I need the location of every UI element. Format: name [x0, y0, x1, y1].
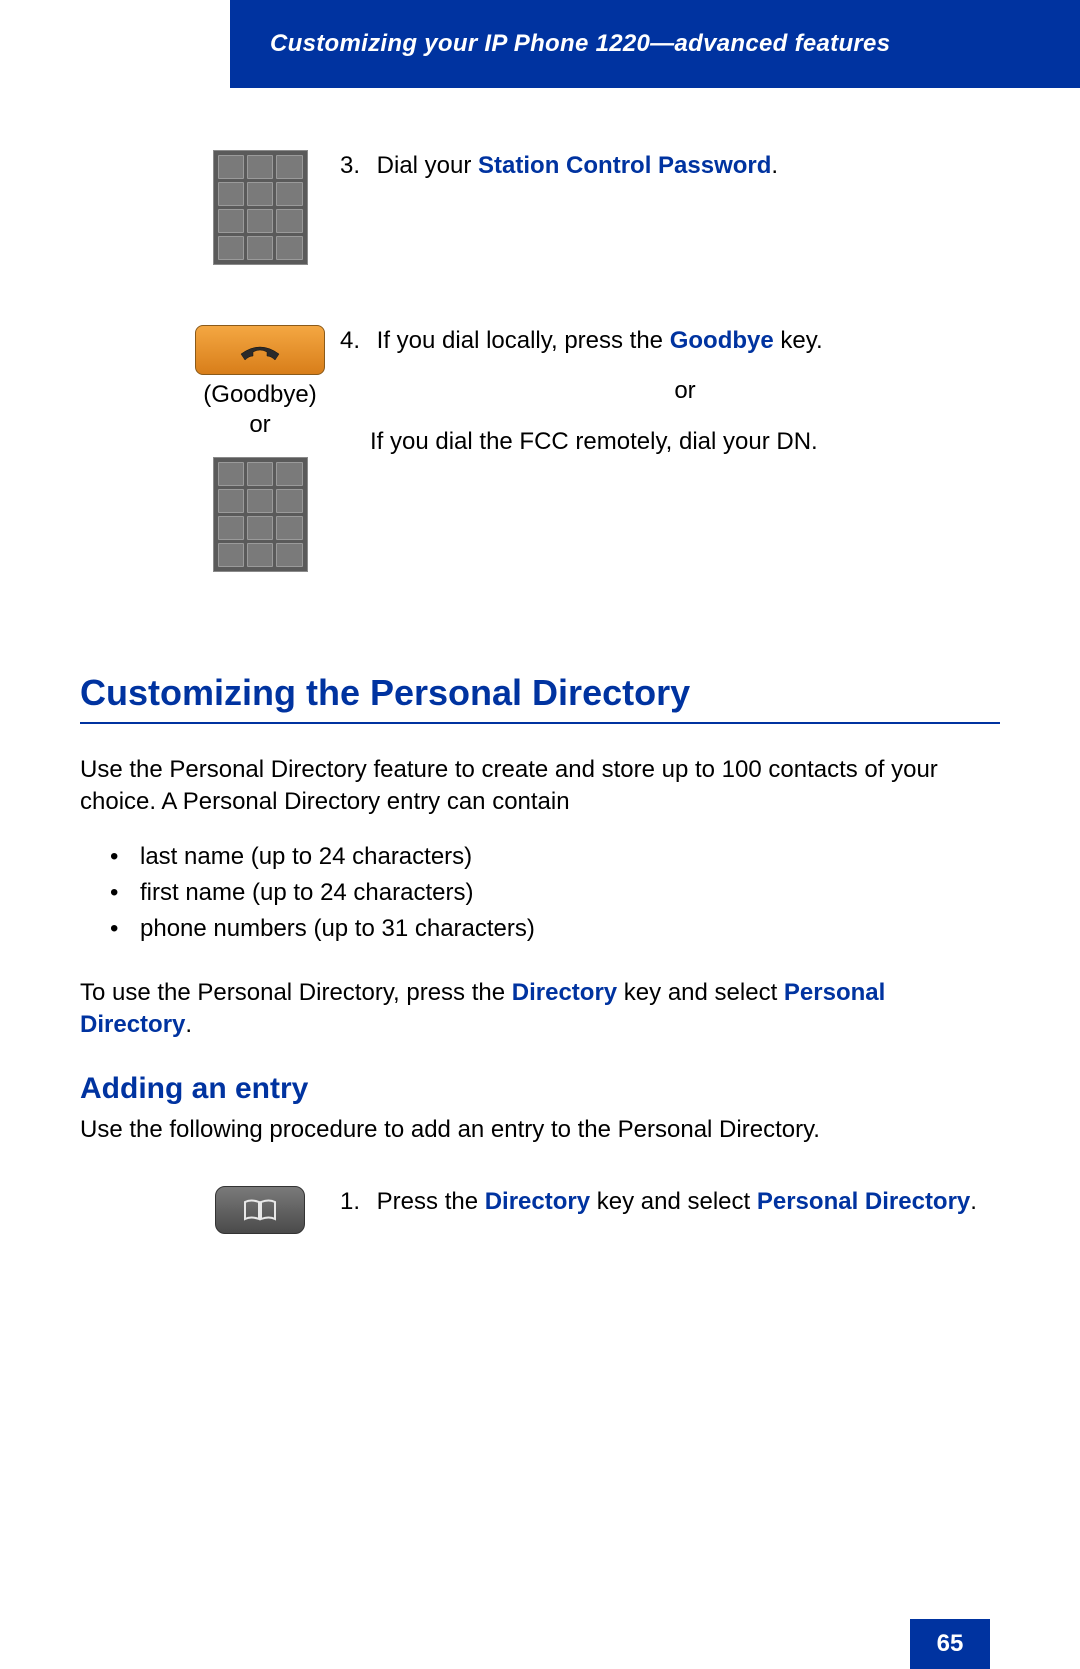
directory-button-icon	[215, 1186, 305, 1234]
personal-directory-link: Personal Directory	[757, 1188, 970, 1215]
add-step-1-row: 1. Press the Directory key and select Pe…	[80, 1186, 1000, 1234]
step-4-icon-col: (Goodbye) or	[80, 325, 340, 572]
subsection-intro: Use the following procedure to add an en…	[80, 1114, 1000, 1146]
open-book-icon	[242, 1197, 278, 1223]
add-step-1-icon-col	[80, 1186, 340, 1234]
usage-prefix: To use the Personal Directory, press the	[80, 979, 512, 1006]
goodbye-label: (Goodbye)	[203, 381, 316, 409]
station-control-password-link: Station Control Password	[478, 152, 771, 179]
step-4-or: or	[370, 375, 1000, 407]
section-intro: Use the Personal Directory feature to cr…	[80, 754, 1000, 819]
step-3-icon-col	[80, 150, 340, 265]
add-step1-prefix: Press the	[377, 1188, 485, 1215]
subsection-heading: Adding an entry	[80, 1072, 1000, 1106]
step-4-line1-prefix: If you dial locally, press the	[377, 327, 670, 354]
add-step1-mid: key and select	[590, 1188, 757, 1215]
add-step-1-text: 1. Press the Directory key and select Pe…	[340, 1186, 1000, 1218]
list-item: phone numbers (up to 31 characters)	[110, 911, 1000, 947]
keypad-icon	[213, 150, 308, 265]
section-heading: Customizing the Personal Directory	[80, 672, 1000, 724]
step-number: 1.	[340, 1186, 370, 1218]
goodbye-link: Goodbye	[670, 327, 774, 354]
list-item: last name (up to 24 characters)	[110, 839, 1000, 875]
step-4-text: 4. If you dial locally, press the Goodby…	[340, 325, 1000, 458]
step-number: 4.	[340, 325, 370, 357]
step-3-row: 3. Dial your Station Control Password.	[80, 150, 1000, 265]
page-number: 65	[910, 1619, 990, 1669]
usage-suffix: .	[185, 1011, 192, 1038]
goodbye-button-icon	[195, 325, 325, 375]
header-bar: Customizing your IP Phone 1220—advanced …	[230, 0, 1080, 88]
step-number: 3.	[340, 150, 370, 182]
or-label: or	[249, 411, 270, 439]
directory-link: Directory	[512, 979, 617, 1006]
step-4-line2: If you dial the FCC remotely, dial your …	[340, 426, 1000, 458]
step-3-text: 3. Dial your Station Control Password.	[340, 150, 1000, 182]
handset-down-icon	[237, 336, 283, 364]
header-title: Customizing your IP Phone 1220—advanced …	[270, 30, 890, 58]
page-content: 3. Dial your Station Control Password. (…	[80, 150, 1000, 1294]
step-3-suffix: .	[771, 152, 778, 179]
list-item: first name (up to 24 characters)	[110, 875, 1000, 911]
add-step1-suffix: .	[970, 1188, 977, 1215]
usage-mid: key and select	[617, 979, 784, 1006]
keypad-icon	[213, 457, 308, 572]
bullet-list: last name (up to 24 characters) first na…	[80, 839, 1000, 947]
step-3-prefix: Dial your	[377, 152, 478, 179]
step-4-line1-suffix: key.	[774, 327, 823, 354]
directory-link: Directory	[485, 1188, 590, 1215]
step-4-row: (Goodbye) or 4. If you dial locally, pre…	[80, 325, 1000, 572]
section-usage: To use the Personal Directory, press the…	[80, 977, 1000, 1042]
